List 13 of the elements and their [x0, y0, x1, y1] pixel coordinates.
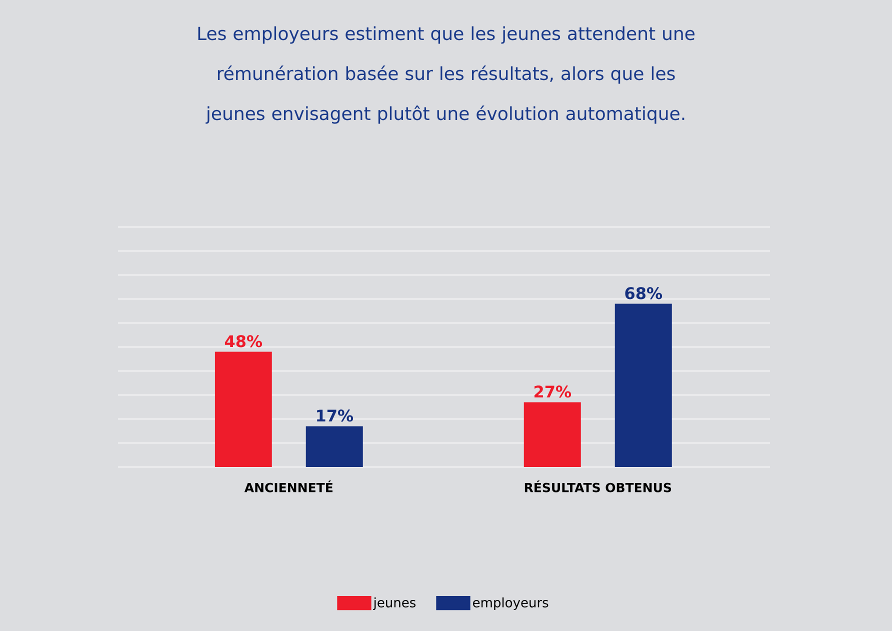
- data-label: 27%: [534, 386, 572, 398]
- x-tick-label: RÉSULTATS OBTENUS: [524, 480, 672, 492]
- data-label: 17%: [317, 410, 354, 422]
- bar: [306, 426, 363, 467]
- bar: [214, 352, 272, 467]
- data-label: 68%: [625, 287, 662, 300]
- x-tick-label: ANCIENNETÉ: [244, 480, 332, 492]
- legend-label: employeurs: [473, 597, 548, 610]
- legend-label: jeunes: [373, 597, 416, 610]
- bar: [614, 304, 672, 467]
- chart-title: Les employeurs estiment que les jeunes attendent une rémunération basée sur les résultats, alors que les jeunes envisagent plutôt une évolution automatique.: [198, 26, 694, 124]
- data-label: 48%: [224, 335, 262, 348]
- bar: [524, 402, 581, 467]
